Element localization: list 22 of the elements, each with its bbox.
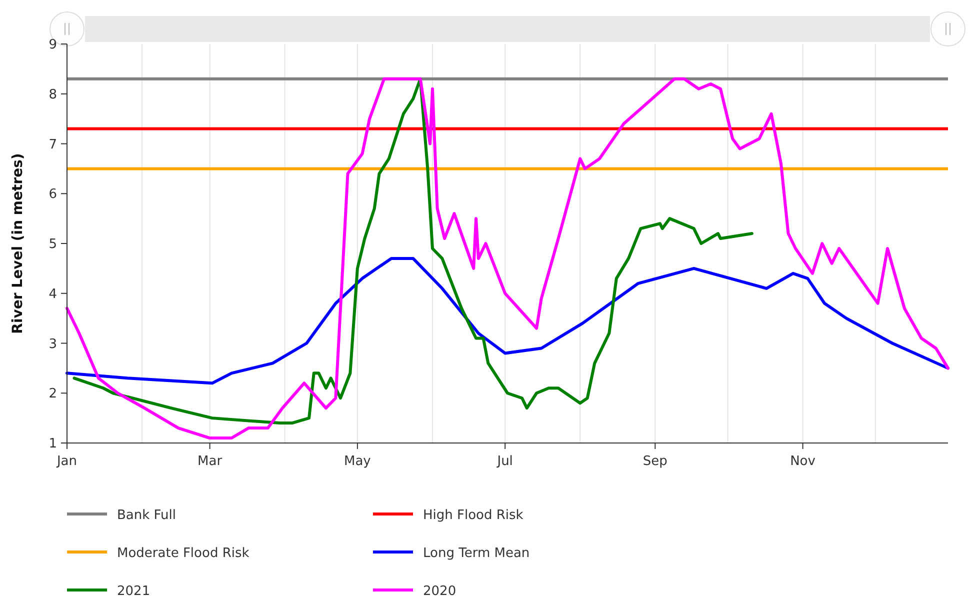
legend-label: 2021 (117, 584, 150, 599)
y-tick-label: 5 (48, 237, 57, 252)
x-tick-label: Sep (642, 454, 668, 469)
legend-label: High Flood Risk (423, 508, 524, 523)
x-tick-label: May (344, 454, 372, 469)
y-tick-label: 8 (48, 87, 57, 102)
y-tick-label: 3 (48, 336, 57, 352)
y-tick-label: 6 (48, 187, 57, 202)
x-tick-label: Jan (56, 454, 78, 469)
legend-label: 2020 (423, 584, 456, 599)
x-tick-label: Mar (198, 454, 223, 469)
y-tick-label: 7 (48, 137, 57, 152)
y-tick-label: 9 (48, 38, 57, 52)
y-tick-label: 4 (48, 286, 57, 302)
legend-label: Bank Full (117, 508, 176, 523)
legend-label: Long Term Mean (423, 546, 530, 561)
legend-label: Moderate Flood Risk (117, 546, 250, 561)
y-axis-title: River Level (in metres) (10, 153, 26, 334)
y-tick-label: 2 (48, 386, 57, 402)
x-tick-label: Jul (496, 454, 513, 469)
y-tick-label: 1 (48, 436, 57, 452)
x-tick-label: Nov (790, 454, 816, 469)
